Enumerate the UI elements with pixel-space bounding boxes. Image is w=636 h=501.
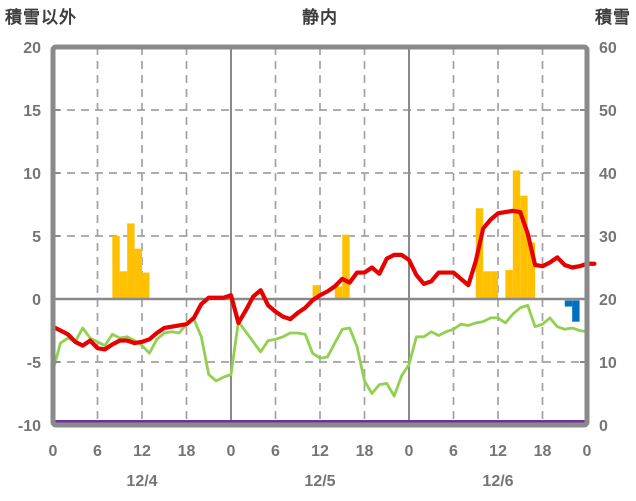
svg-text:0: 0 — [32, 292, 41, 309]
svg-text:12/5: 12/5 — [304, 473, 335, 490]
svg-text:0: 0 — [599, 418, 608, 435]
svg-text:50: 50 — [599, 103, 617, 120]
svg-text:6: 6 — [271, 443, 280, 460]
svg-text:20: 20 — [599, 292, 617, 309]
svg-text:10: 10 — [599, 355, 617, 372]
svg-text:6: 6 — [93, 443, 102, 460]
svg-text:30: 30 — [599, 229, 617, 246]
svg-text:12: 12 — [133, 443, 151, 460]
svg-text:15: 15 — [23, 103, 41, 120]
right-axis-title: 積雪 — [595, 8, 631, 27]
svg-text:-5: -5 — [27, 355, 41, 372]
svg-text:40: 40 — [599, 166, 617, 183]
svg-text:12: 12 — [311, 443, 329, 460]
svg-text:0: 0 — [49, 443, 58, 460]
svg-text:0: 0 — [227, 443, 236, 460]
svg-text:0: 0 — [583, 443, 592, 460]
svg-text:18: 18 — [178, 443, 196, 460]
svg-text:12: 12 — [489, 443, 507, 460]
chart-title: 静内 — [302, 8, 338, 27]
svg-text:5: 5 — [32, 229, 41, 246]
svg-text:12/6: 12/6 — [482, 473, 513, 490]
svg-text:18: 18 — [356, 443, 374, 460]
svg-text:60: 60 — [599, 40, 617, 57]
svg-text:20: 20 — [23, 40, 41, 57]
svg-text:18: 18 — [534, 443, 552, 460]
svg-text:0: 0 — [405, 443, 414, 460]
svg-text:10: 10 — [23, 166, 41, 183]
svg-text:12/4: 12/4 — [126, 473, 157, 490]
svg-text:6: 6 — [449, 443, 458, 460]
svg-text:-10: -10 — [18, 418, 41, 435]
left-axis-title: 積雪以外 — [5, 8, 77, 27]
